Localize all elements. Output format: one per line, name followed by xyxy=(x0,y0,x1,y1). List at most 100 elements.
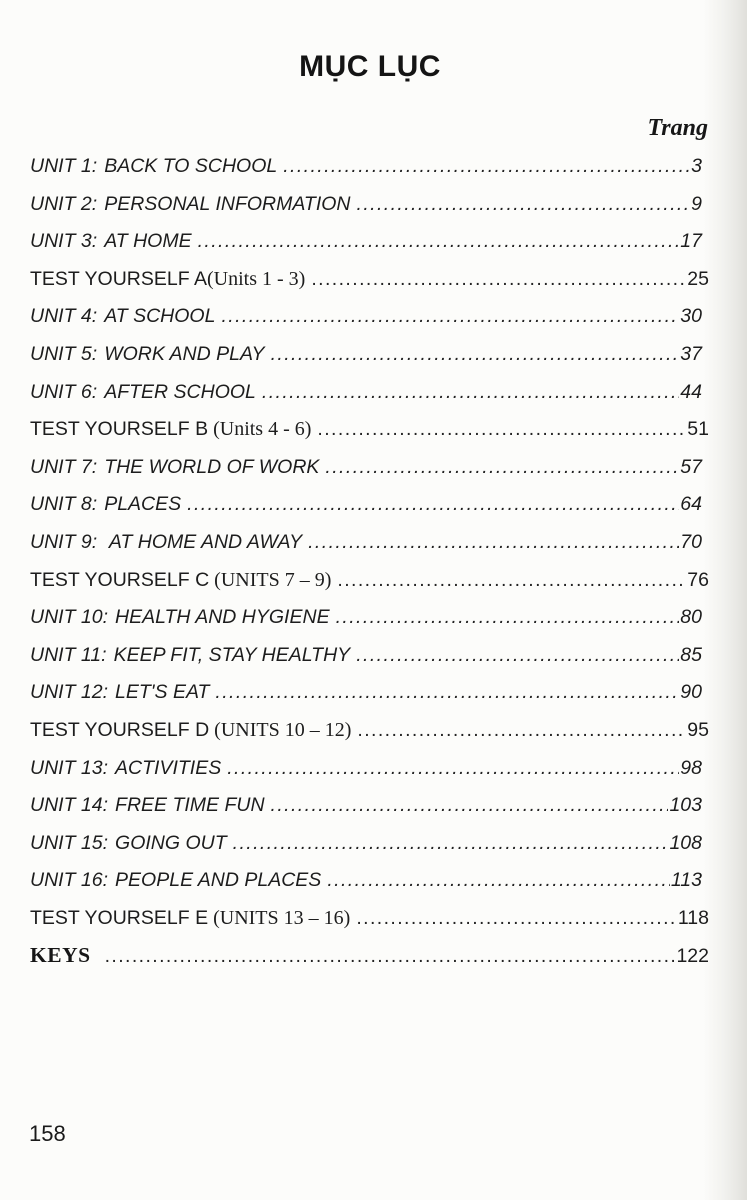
unit-label: UNIT 8: xyxy=(30,493,98,516)
entry-page-number: 3 xyxy=(691,155,702,177)
dotted-leader xyxy=(271,787,669,825)
page-edge-shadow xyxy=(703,0,747,1200)
entry-page-number: 118 xyxy=(677,906,709,929)
entry-title: WORK AND PLAY xyxy=(104,342,265,365)
unit-label: UNIT 14: xyxy=(30,794,109,817)
entry-page-number: 51 xyxy=(687,418,709,441)
toc-row: UNIT 3: AT HOME 17 xyxy=(30,223,702,261)
toc-row: UNIT 1: BACK TO SCHOOL 3 xyxy=(30,148,702,186)
dotted-leader xyxy=(271,336,680,374)
toc-row: UNIT 12: LET'S EAT 90 xyxy=(30,674,702,712)
entry-title: LET'S EAT xyxy=(115,681,210,704)
dotted-leader xyxy=(308,524,679,562)
unit-label: UNIT 1: xyxy=(30,155,98,177)
entry-page-number: 108 xyxy=(669,831,702,854)
entry-note: (Units 4 - 6) xyxy=(208,418,312,441)
entry-title: FREE TIME FUN xyxy=(115,794,265,817)
toc-row: UNIT 4: AT SCHOOL 30 xyxy=(30,298,702,336)
entry-title: TEST YOURSELF B xyxy=(30,418,209,441)
entry-title: AFTER SCHOOL xyxy=(104,380,256,403)
entry-title: KEEP FIT, STAY HEALTHY xyxy=(113,643,351,666)
unit-label: UNIT 3: xyxy=(30,230,98,253)
unit-label: UNIT 2: xyxy=(30,192,98,215)
unit-label: UNIT 11: xyxy=(30,643,107,666)
entry-note: (UNITS 7 – 9) xyxy=(209,568,332,591)
unit-label: UNIT 7: xyxy=(30,455,98,478)
dotted-leader xyxy=(357,712,686,750)
entry-note: (UNITS 13 – 16) xyxy=(208,906,351,929)
toc-row: UNIT 14: FREE TIME FUN 103 xyxy=(30,787,702,825)
entry-title: PERSONAL INFORMATION xyxy=(104,192,351,215)
unit-label: UNIT 5: xyxy=(30,342,98,365)
entry-title: BACK TO SCHOOL xyxy=(104,155,278,177)
toc-row: UNIT 7: THE WORLD OF WORK 57 xyxy=(30,449,702,487)
unit-label: UNIT 16: xyxy=(30,869,109,892)
toc-row: TEST YOURSELF D (UNITS 10 – 12) 95 xyxy=(30,712,709,750)
toc-row: UNIT 5: WORK AND PLAY 37 xyxy=(30,336,702,374)
page-column-header: Trang xyxy=(647,115,708,141)
entry-title: AT SCHOOL xyxy=(104,305,216,328)
entry-page-number: 113 xyxy=(670,869,702,892)
toc-row: UNIT 15: GOING OUT 108 xyxy=(30,825,702,863)
dotted-leader xyxy=(198,223,680,261)
dotted-leader xyxy=(356,637,679,675)
unit-label: UNIT 12: xyxy=(30,681,109,704)
entry-title: TEST YOURSELF C xyxy=(30,568,210,591)
dotted-leader xyxy=(187,486,679,524)
entry-page-number: 64 xyxy=(680,493,702,516)
toc-row: UNIT 8: PLACES 64 xyxy=(30,486,702,524)
dotted-leader xyxy=(311,261,686,299)
entry-title: PLACES xyxy=(104,493,182,516)
entry-note: (Units 1 - 3) xyxy=(207,267,306,290)
toc-row: TEST YOURSELF A (Units 1 - 3) 25 xyxy=(30,261,709,299)
entry-title: AT HOME AND AWAY xyxy=(104,530,303,553)
toc-row: TEST YOURSELF B (Units 4 - 6) 51 xyxy=(30,411,709,449)
dotted-leader xyxy=(356,900,677,938)
unit-label: UNIT 9: xyxy=(30,530,98,553)
dotted-leader xyxy=(227,750,679,788)
page-title: MỤC LỤC xyxy=(299,50,441,83)
entry-title: ACTIVITIES xyxy=(115,756,222,779)
toc-row: UNIT 11: KEEP FIT, STAY HEALTHY 85 xyxy=(30,637,702,675)
toc-row: TEST YOURSELF E (UNITS 13 – 16) 118 xyxy=(30,900,709,938)
toc-row: UNIT 10: HEALTH AND HYGIENE 80 xyxy=(30,599,702,637)
entry-title: TEST YOURSELF A xyxy=(30,267,208,290)
toc-row: KEYS 122 xyxy=(30,937,709,975)
toc-row: UNIT 16: PEOPLE AND PLACES 113 xyxy=(30,862,702,900)
entry-page-number: 122 xyxy=(676,945,709,968)
entry-page-number: 25 xyxy=(687,267,709,290)
dotted-leader xyxy=(233,825,669,863)
entry-title: AT HOME xyxy=(104,230,192,253)
entry-page-number: 90 xyxy=(680,681,702,704)
toc-row: UNIT 13: ACTIVITIES 98 xyxy=(30,750,702,788)
entry-title: THE WORLD OF WORK xyxy=(104,455,320,478)
entry-page-number: 17 xyxy=(680,230,702,253)
entry-title: KEYS xyxy=(30,943,91,968)
dotted-leader xyxy=(327,862,670,900)
dotted-leader xyxy=(283,148,690,186)
dotted-leader xyxy=(336,599,680,637)
unit-label: UNIT 6: xyxy=(30,380,98,403)
entry-page-number: 103 xyxy=(669,794,702,817)
entry-page-number: 70 xyxy=(680,530,702,553)
entry-page-number: 85 xyxy=(680,643,702,666)
entry-page-number: 95 xyxy=(687,718,709,741)
dotted-leader xyxy=(325,449,679,487)
toc-row: UNIT 9: AT HOME AND AWAY 70 xyxy=(30,524,702,562)
entry-page-number: 9 xyxy=(691,192,702,215)
dotted-leader xyxy=(215,674,679,712)
dotted-leader xyxy=(357,186,691,224)
entry-page-number: 80 xyxy=(680,606,702,629)
dotted-leader xyxy=(105,938,676,976)
entry-note: (UNITS 10 – 12) xyxy=(209,718,352,741)
unit-label: UNIT 4: xyxy=(30,305,98,328)
entry-title: GOING OUT xyxy=(115,831,227,854)
entry-page-number: 44 xyxy=(680,380,702,403)
toc-row: TEST YOURSELF C (UNITS 7 – 9) 76 xyxy=(30,562,709,600)
toc-row: UNIT 6: AFTER SCHOOL 44 xyxy=(30,374,702,412)
unit-label: UNIT 13: xyxy=(30,756,109,779)
entry-page-number: 57 xyxy=(680,455,702,478)
dotted-leader xyxy=(337,562,686,600)
dotted-leader xyxy=(262,374,679,412)
